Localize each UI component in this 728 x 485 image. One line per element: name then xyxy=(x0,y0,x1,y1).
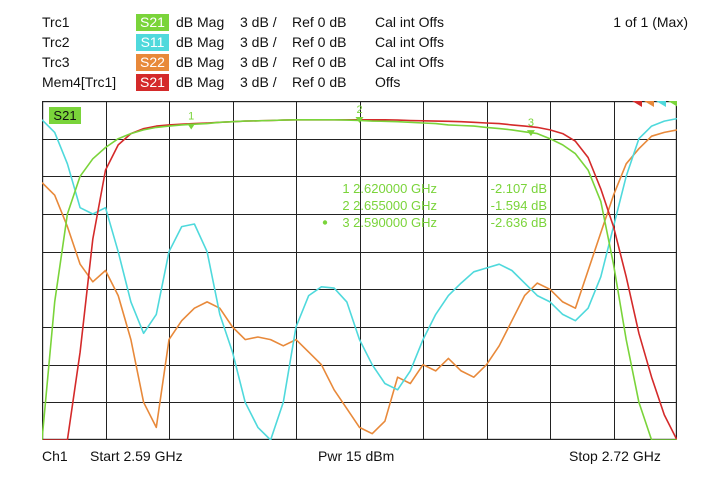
trace-ref-trc1[interactable]: Ref 0 dB xyxy=(292,14,347,30)
page-counter: 1 of 1 (Max) xyxy=(613,14,688,30)
marker-1-label: 1 xyxy=(188,110,194,122)
trace-ref-mem4[interactable]: Ref 0 dB xyxy=(292,74,347,90)
reference-arrow-icon xyxy=(632,101,642,107)
marker-info-frequency: 2 2.655000 GHz xyxy=(342,198,437,213)
reference-arrow-icon xyxy=(644,101,654,107)
trace-ref-trc2[interactable]: Ref 0 dB xyxy=(292,34,347,50)
trace-scale-trc3[interactable]: 3 dB / xyxy=(240,54,277,70)
trace-format-trc1[interactable]: dB Mag xyxy=(176,14,225,30)
trace-line-s11 xyxy=(42,117,677,440)
trace-name-trc2[interactable]: Trc2 xyxy=(42,34,70,50)
plot-area[interactable]: 0-3-6-9-12-15-18-21-24 123 1 2.620000 GH… xyxy=(42,101,677,440)
trace-line-s21 xyxy=(42,118,677,440)
channel-label[interactable]: Ch1 xyxy=(42,448,68,464)
trace-line-s22 xyxy=(42,129,677,435)
trace-cal-mem4[interactable]: Offs xyxy=(375,74,401,90)
marker-1-triangle xyxy=(187,123,196,130)
reference-arrow-icon xyxy=(668,101,677,107)
trace-ref-trc3[interactable]: Ref 0 dB xyxy=(292,54,347,70)
trace-param-badge-mem4[interactable]: S21 xyxy=(136,74,169,91)
trace-scale-trc2[interactable]: 3 dB / xyxy=(240,34,277,50)
marker-info-frequency: 1 2.620000 GHz xyxy=(342,181,437,196)
trace-cal-trc2[interactable]: Cal int Offs xyxy=(375,34,444,50)
marker-info-value: -2.107 dB xyxy=(491,181,547,196)
marker-3-triangle xyxy=(526,130,535,137)
start-frequency[interactable]: Start 2.59 GHz xyxy=(90,448,183,464)
marker-info-value: -2.636 dB xyxy=(491,215,547,230)
trace-cal-trc3[interactable]: Cal int Offs xyxy=(375,54,444,70)
trace-param-badge-trc3[interactable]: S22 xyxy=(136,54,169,71)
trace-name-trc3[interactable]: Trc3 xyxy=(42,54,70,70)
trace-name-trc1[interactable]: Trc1 xyxy=(42,14,70,30)
trace-param-badge-trc1[interactable]: S21 xyxy=(136,14,169,31)
power-level[interactable]: Pwr 15 dBm xyxy=(318,448,395,464)
trace-line-mem4 xyxy=(42,118,677,440)
reference-arrow-icon xyxy=(656,101,666,107)
marker-2-label: 2 xyxy=(356,104,362,116)
trace-name-mem4[interactable]: Mem4[Trc1] xyxy=(42,74,117,90)
marker-3-label: 3 xyxy=(528,117,534,129)
marker-info-frequency: 3 2.590000 GHz xyxy=(342,215,437,230)
marker-2-triangle xyxy=(355,117,364,124)
trace-format-trc2[interactable]: dB Mag xyxy=(176,34,225,50)
marker-info-value: -1.594 dB xyxy=(491,198,547,213)
trace-cal-trc1[interactable]: Cal int Offs xyxy=(375,14,444,30)
plot-frame xyxy=(42,101,677,440)
trace-scale-mem4[interactable]: 3 dB / xyxy=(240,74,277,90)
trace-format-trc3[interactable]: dB Mag xyxy=(176,54,225,70)
stop-frequency[interactable]: Stop 2.72 GHz xyxy=(569,448,661,464)
active-trace-label: S21 xyxy=(53,108,76,123)
trace-scale-trc1[interactable]: 3 dB / xyxy=(240,14,277,30)
trace-param-badge-trc2[interactable]: S11 xyxy=(136,34,169,51)
active-marker-dot xyxy=(322,220,328,225)
active-trace-label-box xyxy=(49,107,81,124)
trace-format-mem4[interactable]: dB Mag xyxy=(176,74,225,90)
